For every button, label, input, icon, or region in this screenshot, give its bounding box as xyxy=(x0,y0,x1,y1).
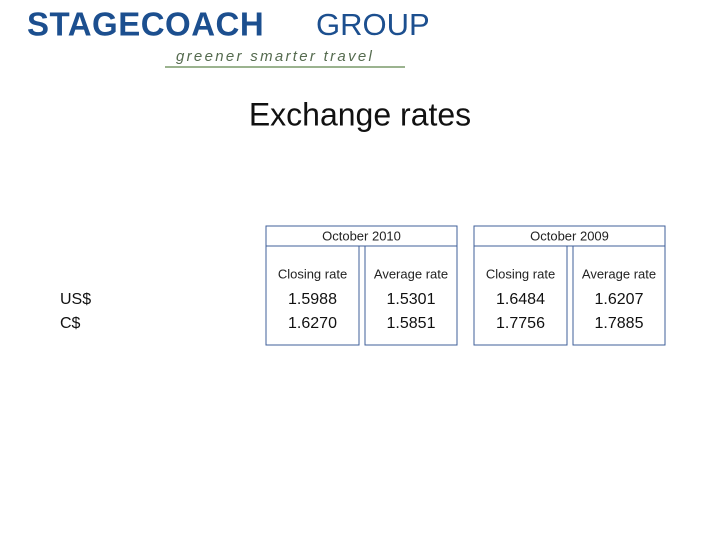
column-cell xyxy=(473,245,568,346)
rate-value: 1.6207 xyxy=(595,291,644,308)
row-label: C$ xyxy=(60,315,81,332)
group-header-cell xyxy=(265,225,458,247)
column-header: Average rate xyxy=(582,266,656,281)
group-header: October 2010 xyxy=(322,228,401,243)
tagline: greener smarter travel xyxy=(176,48,374,65)
rate-value: 1.5301 xyxy=(387,291,436,308)
column-cell xyxy=(265,245,360,346)
rates-table: October 2010 October 2009 Closing rate Aver… xyxy=(60,225,666,346)
logo-main: STAGECOACH xyxy=(27,6,264,43)
group-header-cell xyxy=(473,225,666,247)
rate-value: 1.6270 xyxy=(288,315,337,332)
rate-value: 1.7756 xyxy=(496,315,545,332)
column-header: Closing rate xyxy=(278,266,347,281)
logo-sub: GROUP xyxy=(316,7,430,42)
rate-value: 1.5851 xyxy=(387,315,436,332)
rate-value: 1.7885 xyxy=(595,315,644,332)
column-header: Closing rate xyxy=(486,266,555,281)
group-header: October 2009 xyxy=(530,228,609,243)
rate-value: 1.6484 xyxy=(496,291,545,308)
column-header: Average rate xyxy=(374,266,448,281)
row-label: US$ xyxy=(60,291,91,308)
column-cell xyxy=(364,245,458,346)
column-cell xyxy=(572,245,666,346)
slide-title: Exchange rates xyxy=(249,96,471,132)
rate-value: 1.5988 xyxy=(288,291,337,308)
